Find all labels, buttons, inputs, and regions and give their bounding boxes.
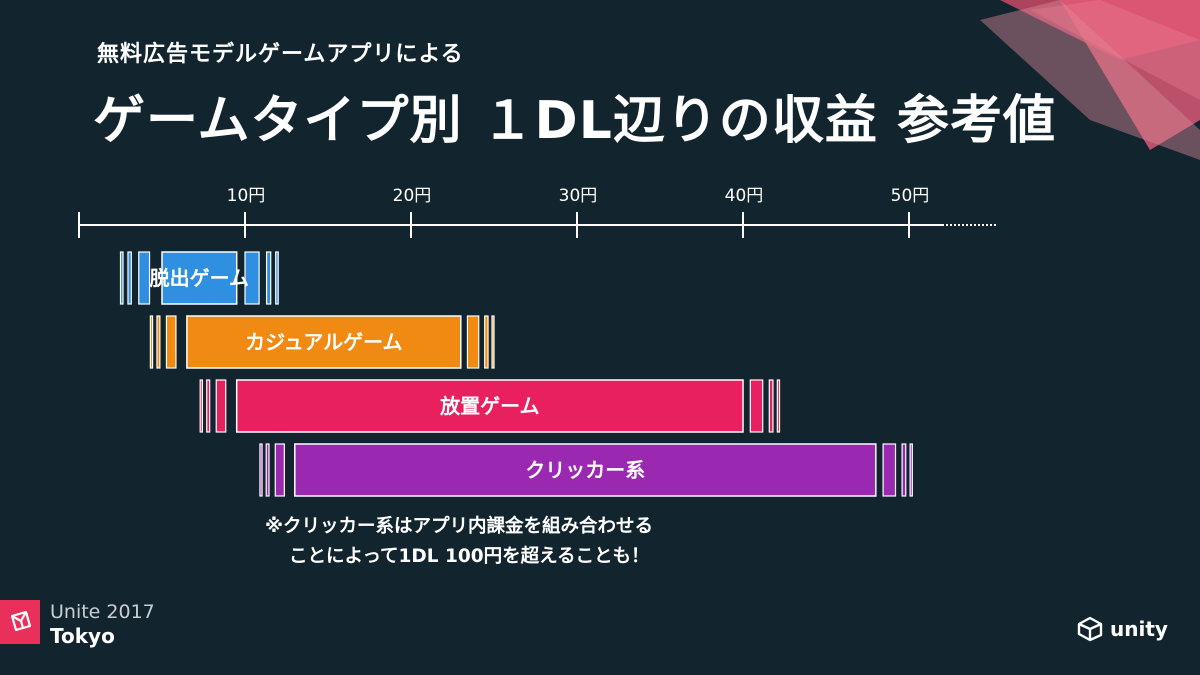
bar-stripe-left-3-0 bbox=[259, 443, 263, 497]
unity-logo-icon bbox=[1077, 616, 1103, 642]
bar-stripe-right-0-2 bbox=[275, 251, 279, 305]
bar-stripe-left-2-1 bbox=[206, 379, 211, 433]
event-city: Tokyo bbox=[50, 624, 115, 648]
x-tick-label-20: 20円 bbox=[393, 186, 432, 206]
bar-stripe-left-1-1 bbox=[156, 315, 161, 369]
bar-stripe-left-0-2 bbox=[138, 251, 151, 305]
bar-2 bbox=[235, 379, 744, 433]
event-name: Unite 2017 bbox=[50, 601, 155, 623]
x-tick-label-50: 50円 bbox=[891, 186, 930, 206]
bar-label-1: カジュアルゲーム bbox=[245, 330, 402, 354]
bar-stripe-right-3-2 bbox=[909, 443, 913, 497]
unite-logo-icon bbox=[0, 600, 40, 644]
bar-stripe-right-2-0 bbox=[749, 379, 764, 433]
bar-stripe-right-2-2 bbox=[776, 379, 781, 433]
bar-stripe-right-0-0 bbox=[244, 251, 260, 305]
bar-stripe-left-0-0 bbox=[119, 251, 124, 305]
unity-brand: unity bbox=[1076, 615, 1168, 643]
slide-title: ゲームタイプ別 １DL辺りの収益 参考値 bbox=[93, 91, 1056, 151]
x-tick-label-40: 40円 bbox=[725, 186, 764, 206]
bar-stripe-right-0-1 bbox=[265, 251, 272, 305]
bar-stripe-left-2-2 bbox=[215, 379, 227, 433]
bar-stripe-left-2-0 bbox=[199, 379, 203, 433]
footnote: ※クリッカー系はアプリ内課金を組み合わせる ことによって1DL 100円を超える… bbox=[265, 512, 653, 572]
bar-stripe-left-0-1 bbox=[127, 251, 132, 305]
bar-0 bbox=[161, 251, 238, 305]
bar-stripe-right-3-0 bbox=[882, 443, 897, 497]
bar-stripe-left-3-1 bbox=[265, 443, 270, 497]
bar-stripe-left-3-2 bbox=[274, 443, 285, 497]
footnote-line-1: ※クリッカー系はアプリ内課金を組み合わせる bbox=[265, 516, 653, 537]
deco-shape-3 bbox=[980, 0, 1200, 160]
deco-shape-2 bbox=[1060, 0, 1200, 150]
slide-subtitle: 無料広告モデルゲームアプリによる bbox=[97, 42, 464, 67]
x-tick-label-30: 30円 bbox=[559, 186, 598, 206]
bar-stripe-right-1-1 bbox=[484, 315, 489, 369]
bar-stripe-right-3-1 bbox=[901, 443, 907, 497]
bar-stripe-left-1-2 bbox=[165, 315, 177, 369]
bar-label-3: クリッカー系 bbox=[525, 458, 645, 482]
bar-stripe-right-2-1 bbox=[768, 379, 774, 433]
deco-shape-4 bbox=[1030, 0, 1200, 100]
bar-3 bbox=[294, 443, 877, 497]
unity-brand-text: unity bbox=[1110, 617, 1168, 641]
bar-stripe-right-1-0 bbox=[466, 315, 480, 369]
bar-stripe-left-1-0 bbox=[149, 315, 154, 369]
bar-1 bbox=[186, 315, 462, 369]
bar-label-2: 放置ゲーム bbox=[439, 394, 539, 418]
footnote-line-2: ことによって1DL 100円を超えることも！ bbox=[289, 546, 650, 567]
x-tick-label-10: 10円 bbox=[227, 186, 266, 206]
bar-stripe-right-1-2 bbox=[491, 315, 495, 369]
bar-label-0: 脱出ゲーム bbox=[150, 266, 249, 290]
